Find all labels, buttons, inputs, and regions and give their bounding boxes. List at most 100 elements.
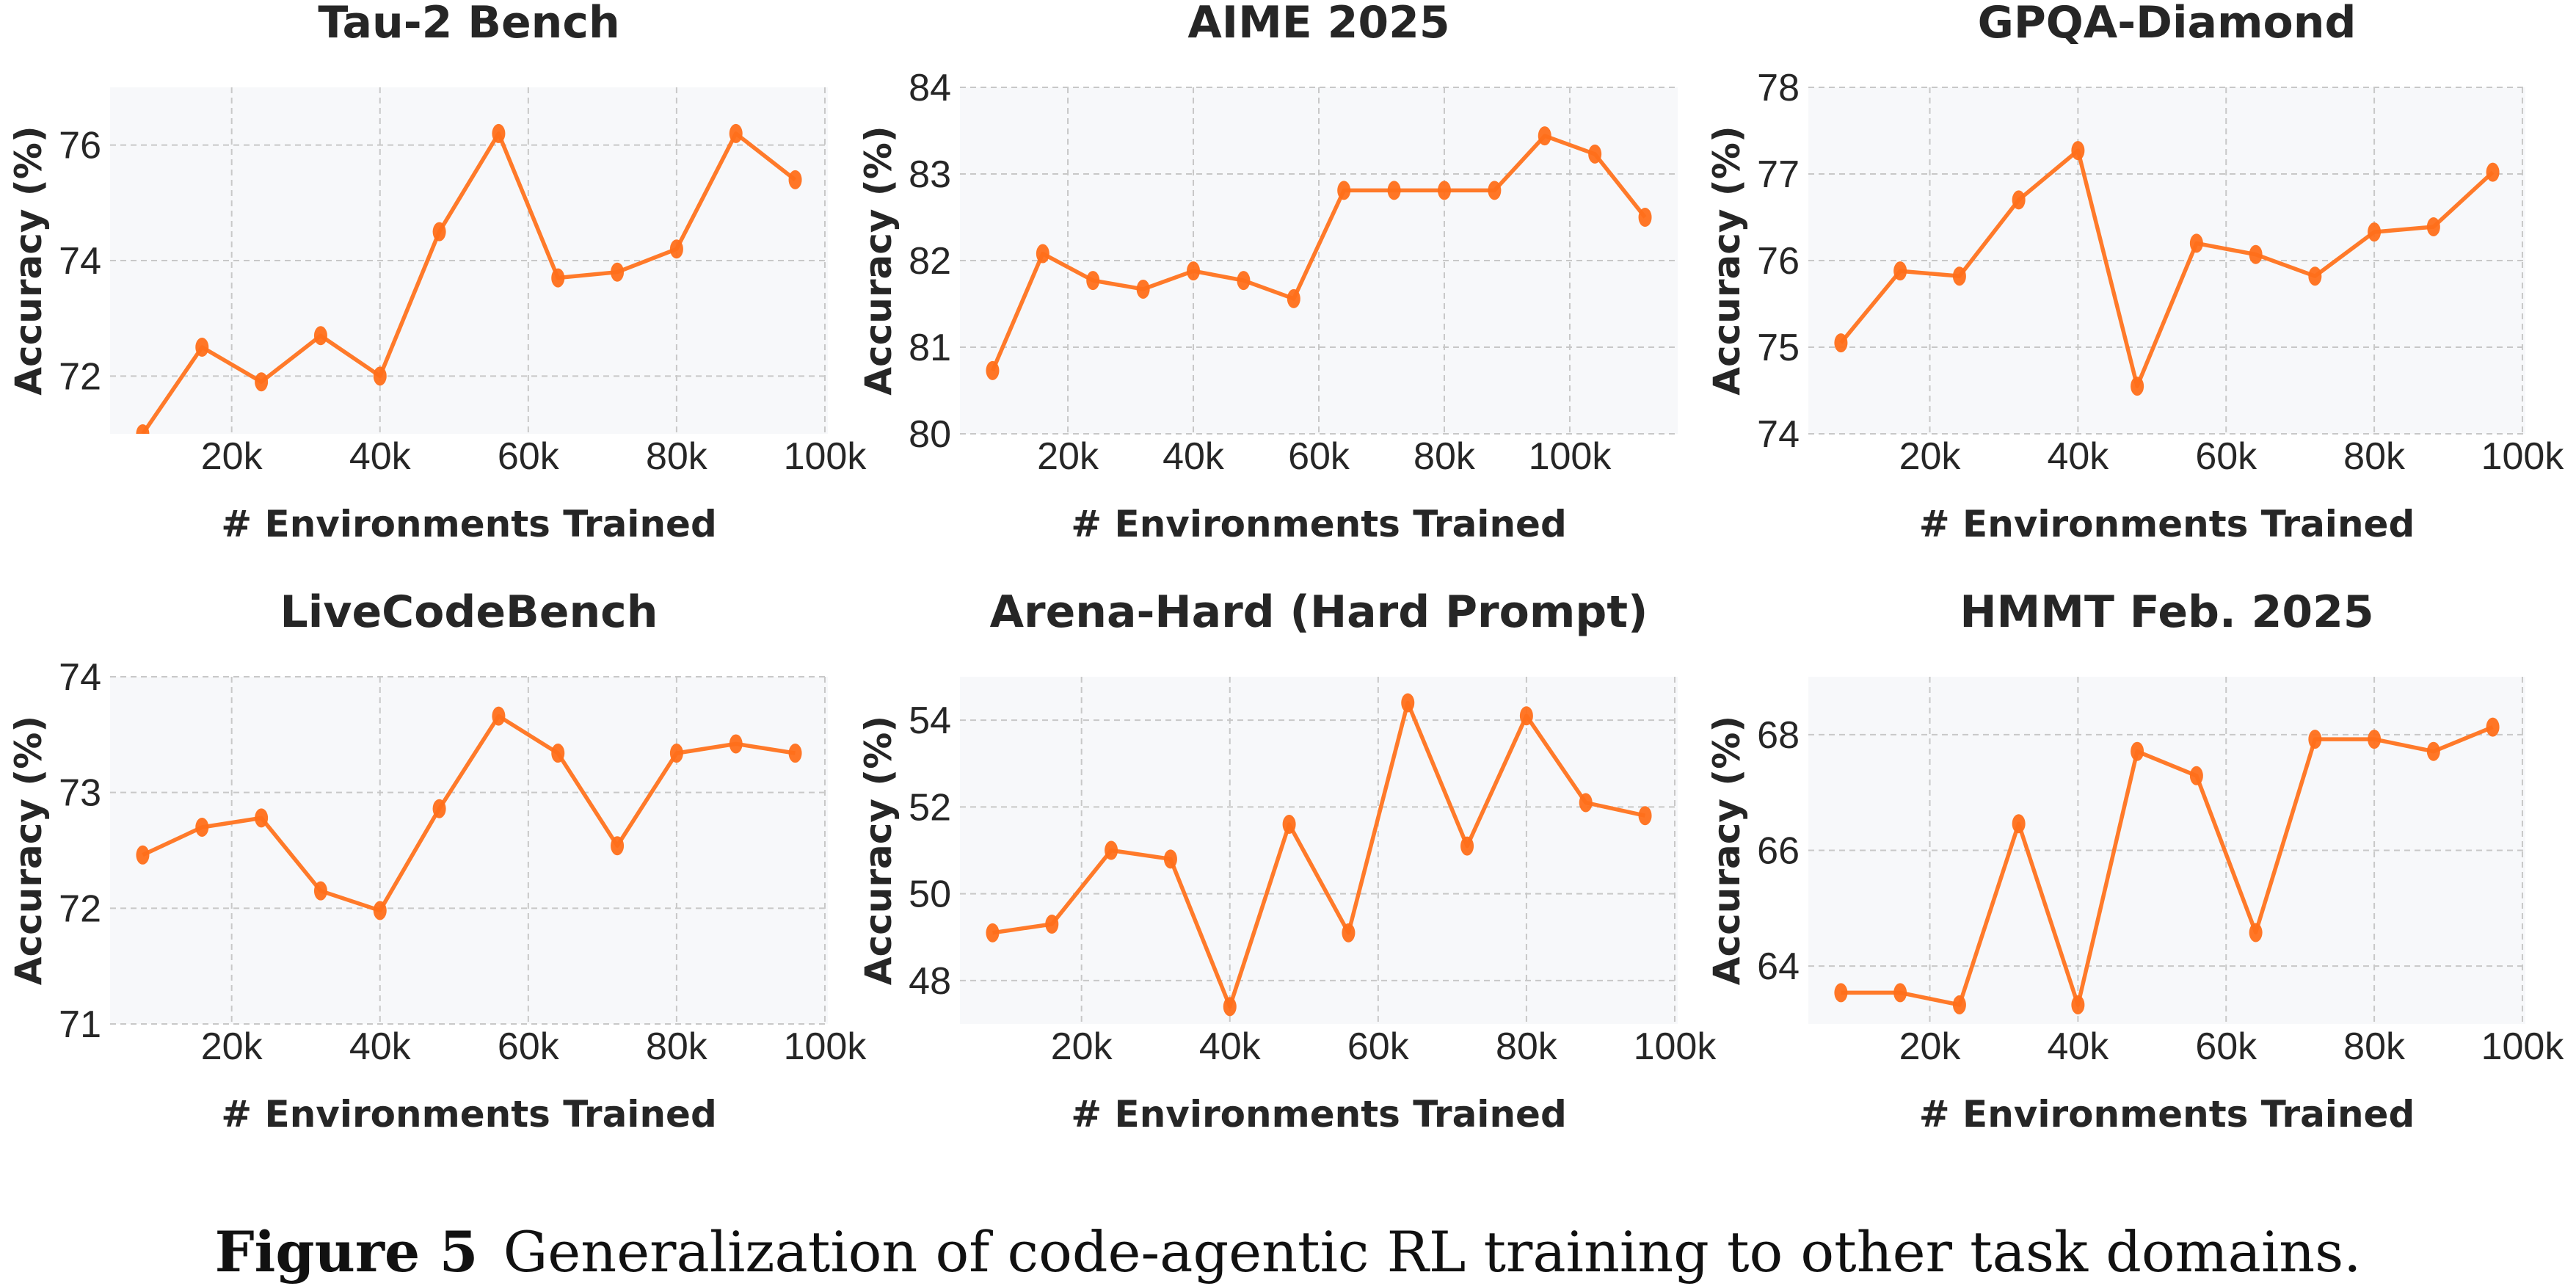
y-tick-label: 73 — [59, 772, 101, 815]
chart-panel: Tau-2 Bench 20k 40k 60k 80k 100k 72 74 76 # Envir… — [7, 0, 867, 545]
chart-title: LiveCodeBench — [280, 586, 658, 638]
series-line — [1839, 148, 2495, 388]
data-point — [2071, 995, 2085, 1014]
data-point — [255, 808, 269, 828]
x-tick-label: 60k — [2195, 435, 2257, 478]
x-tick-label: 100k — [784, 435, 867, 478]
x-tick-label: 40k — [2047, 1025, 2109, 1068]
data-point — [669, 744, 683, 763]
data-point — [986, 360, 1000, 380]
data-point — [2249, 923, 2263, 942]
y-tick-label: 74 — [59, 240, 101, 283]
data-point — [2012, 814, 2026, 834]
chart-panel: HMMT Feb. 2025 20k 40k 60k 80k 100k 64 66 68 # En… — [1706, 586, 2564, 1136]
y-tick-label: 77 — [1757, 153, 1800, 196]
y-tick-label: 48 — [909, 960, 951, 1003]
data-point — [313, 881, 327, 901]
data-point — [1638, 208, 1652, 227]
chart-title: Arena-Hard (Hard Prompt) — [990, 586, 1648, 638]
data-point — [2368, 222, 2382, 242]
data-point — [2131, 377, 2144, 396]
data-point — [1337, 181, 1351, 200]
data-point — [551, 268, 565, 288]
series — [1834, 717, 2500, 1014]
x-tick-label: 100k — [784, 1025, 867, 1068]
y-tick-label: 74 — [1757, 413, 1800, 456]
data-point — [729, 734, 743, 754]
data-point — [1538, 126, 1551, 146]
y-axis-label: Accuracy (%) — [1706, 126, 1748, 395]
data-point — [136, 845, 150, 865]
data-point — [1163, 849, 1177, 869]
data-point — [1437, 181, 1451, 200]
chart-panels: Tau-2 Bench 20k 40k 60k 80k 100k 72 74 76 # Envir… — [7, 0, 2564, 1136]
data-point — [2189, 766, 2203, 785]
data-point — [1588, 144, 1602, 164]
y-axis-label: Accuracy (%) — [7, 126, 50, 395]
data-point — [1136, 279, 1150, 299]
data-point — [1045, 915, 1059, 934]
data-point — [255, 372, 269, 392]
data-point — [2249, 244, 2263, 264]
x-axis-label: # Environments Trained — [1071, 1093, 1567, 1136]
data-point — [1287, 288, 1300, 308]
x-tick-label: 60k — [1288, 435, 1350, 478]
x-tick-label: 80k — [1413, 435, 1476, 478]
x-tick-label: 20k — [201, 1025, 263, 1068]
series-line — [1841, 725, 2494, 1007]
y-tick-label: 81 — [909, 327, 951, 369]
data-point — [1834, 983, 1848, 1003]
x-tick-label: 20k — [1037, 435, 1099, 478]
figure-caption: Figure 5 Generalization of code-agentic … — [215, 1219, 2362, 1285]
x-tick-label: 40k — [2047, 435, 2109, 478]
plot-area — [110, 677, 828, 1024]
data-point — [2486, 717, 2500, 737]
x-axis-label: # Environments Trained — [1919, 1093, 2415, 1136]
data-point — [2012, 190, 2026, 210]
data-point — [788, 170, 802, 189]
chart-title: HMMT Feb. 2025 — [1960, 586, 2373, 638]
data-point — [1519, 706, 1533, 726]
data-point — [551, 744, 565, 763]
x-tick-label: 100k — [1529, 435, 1612, 478]
data-point — [373, 901, 387, 920]
x-tick-label: 60k — [498, 435, 560, 478]
caption-label: Figure 5 — [215, 1219, 479, 1285]
data-point — [1401, 693, 1415, 713]
x-tick-label: 20k — [1899, 1025, 1962, 1068]
data-point — [611, 836, 625, 856]
data-point — [1488, 181, 1502, 200]
x-tick-label: 60k — [2195, 1025, 2257, 1068]
data-point — [729, 123, 743, 143]
data-point — [1282, 815, 1296, 835]
data-point — [313, 326, 327, 346]
data-point — [2189, 233, 2203, 253]
x-axis-label: # Environments Trained — [221, 503, 717, 545]
x-tick-label: 40k — [1163, 435, 1225, 478]
data-point — [1387, 181, 1401, 200]
x-tick-label: 80k — [646, 435, 708, 478]
x-tick-label: 20k — [201, 435, 263, 478]
series-line — [992, 700, 1646, 1009]
y-tick-label: 72 — [59, 355, 101, 398]
y-axis-label: Accuracy (%) — [1706, 716, 1748, 985]
x-tick-label: 100k — [1634, 1025, 1717, 1068]
x-axis-label: # Environments Trained — [1071, 503, 1567, 545]
data-point — [195, 817, 209, 837]
x-axis-label: # Environments Trained — [1919, 503, 2415, 545]
x-tick-label: 80k — [2343, 1025, 2406, 1068]
series — [986, 126, 1652, 380]
data-point — [2308, 730, 2322, 749]
y-tick-label: 72 — [59, 887, 101, 930]
chart-panel: LiveCodeBench 20k 40k 60k 80k 100k 71 72 73 74 # E… — [7, 586, 867, 1136]
data-point — [669, 239, 683, 259]
plot-area — [960, 677, 1678, 1024]
data-point — [432, 799, 446, 818]
data-point — [373, 366, 387, 386]
data-point — [1893, 261, 1907, 281]
x-tick-label: 60k — [1347, 1025, 1410, 1068]
y-tick-label: 78 — [1757, 67, 1800, 109]
data-point — [1036, 244, 1049, 264]
data-point — [2426, 741, 2440, 761]
